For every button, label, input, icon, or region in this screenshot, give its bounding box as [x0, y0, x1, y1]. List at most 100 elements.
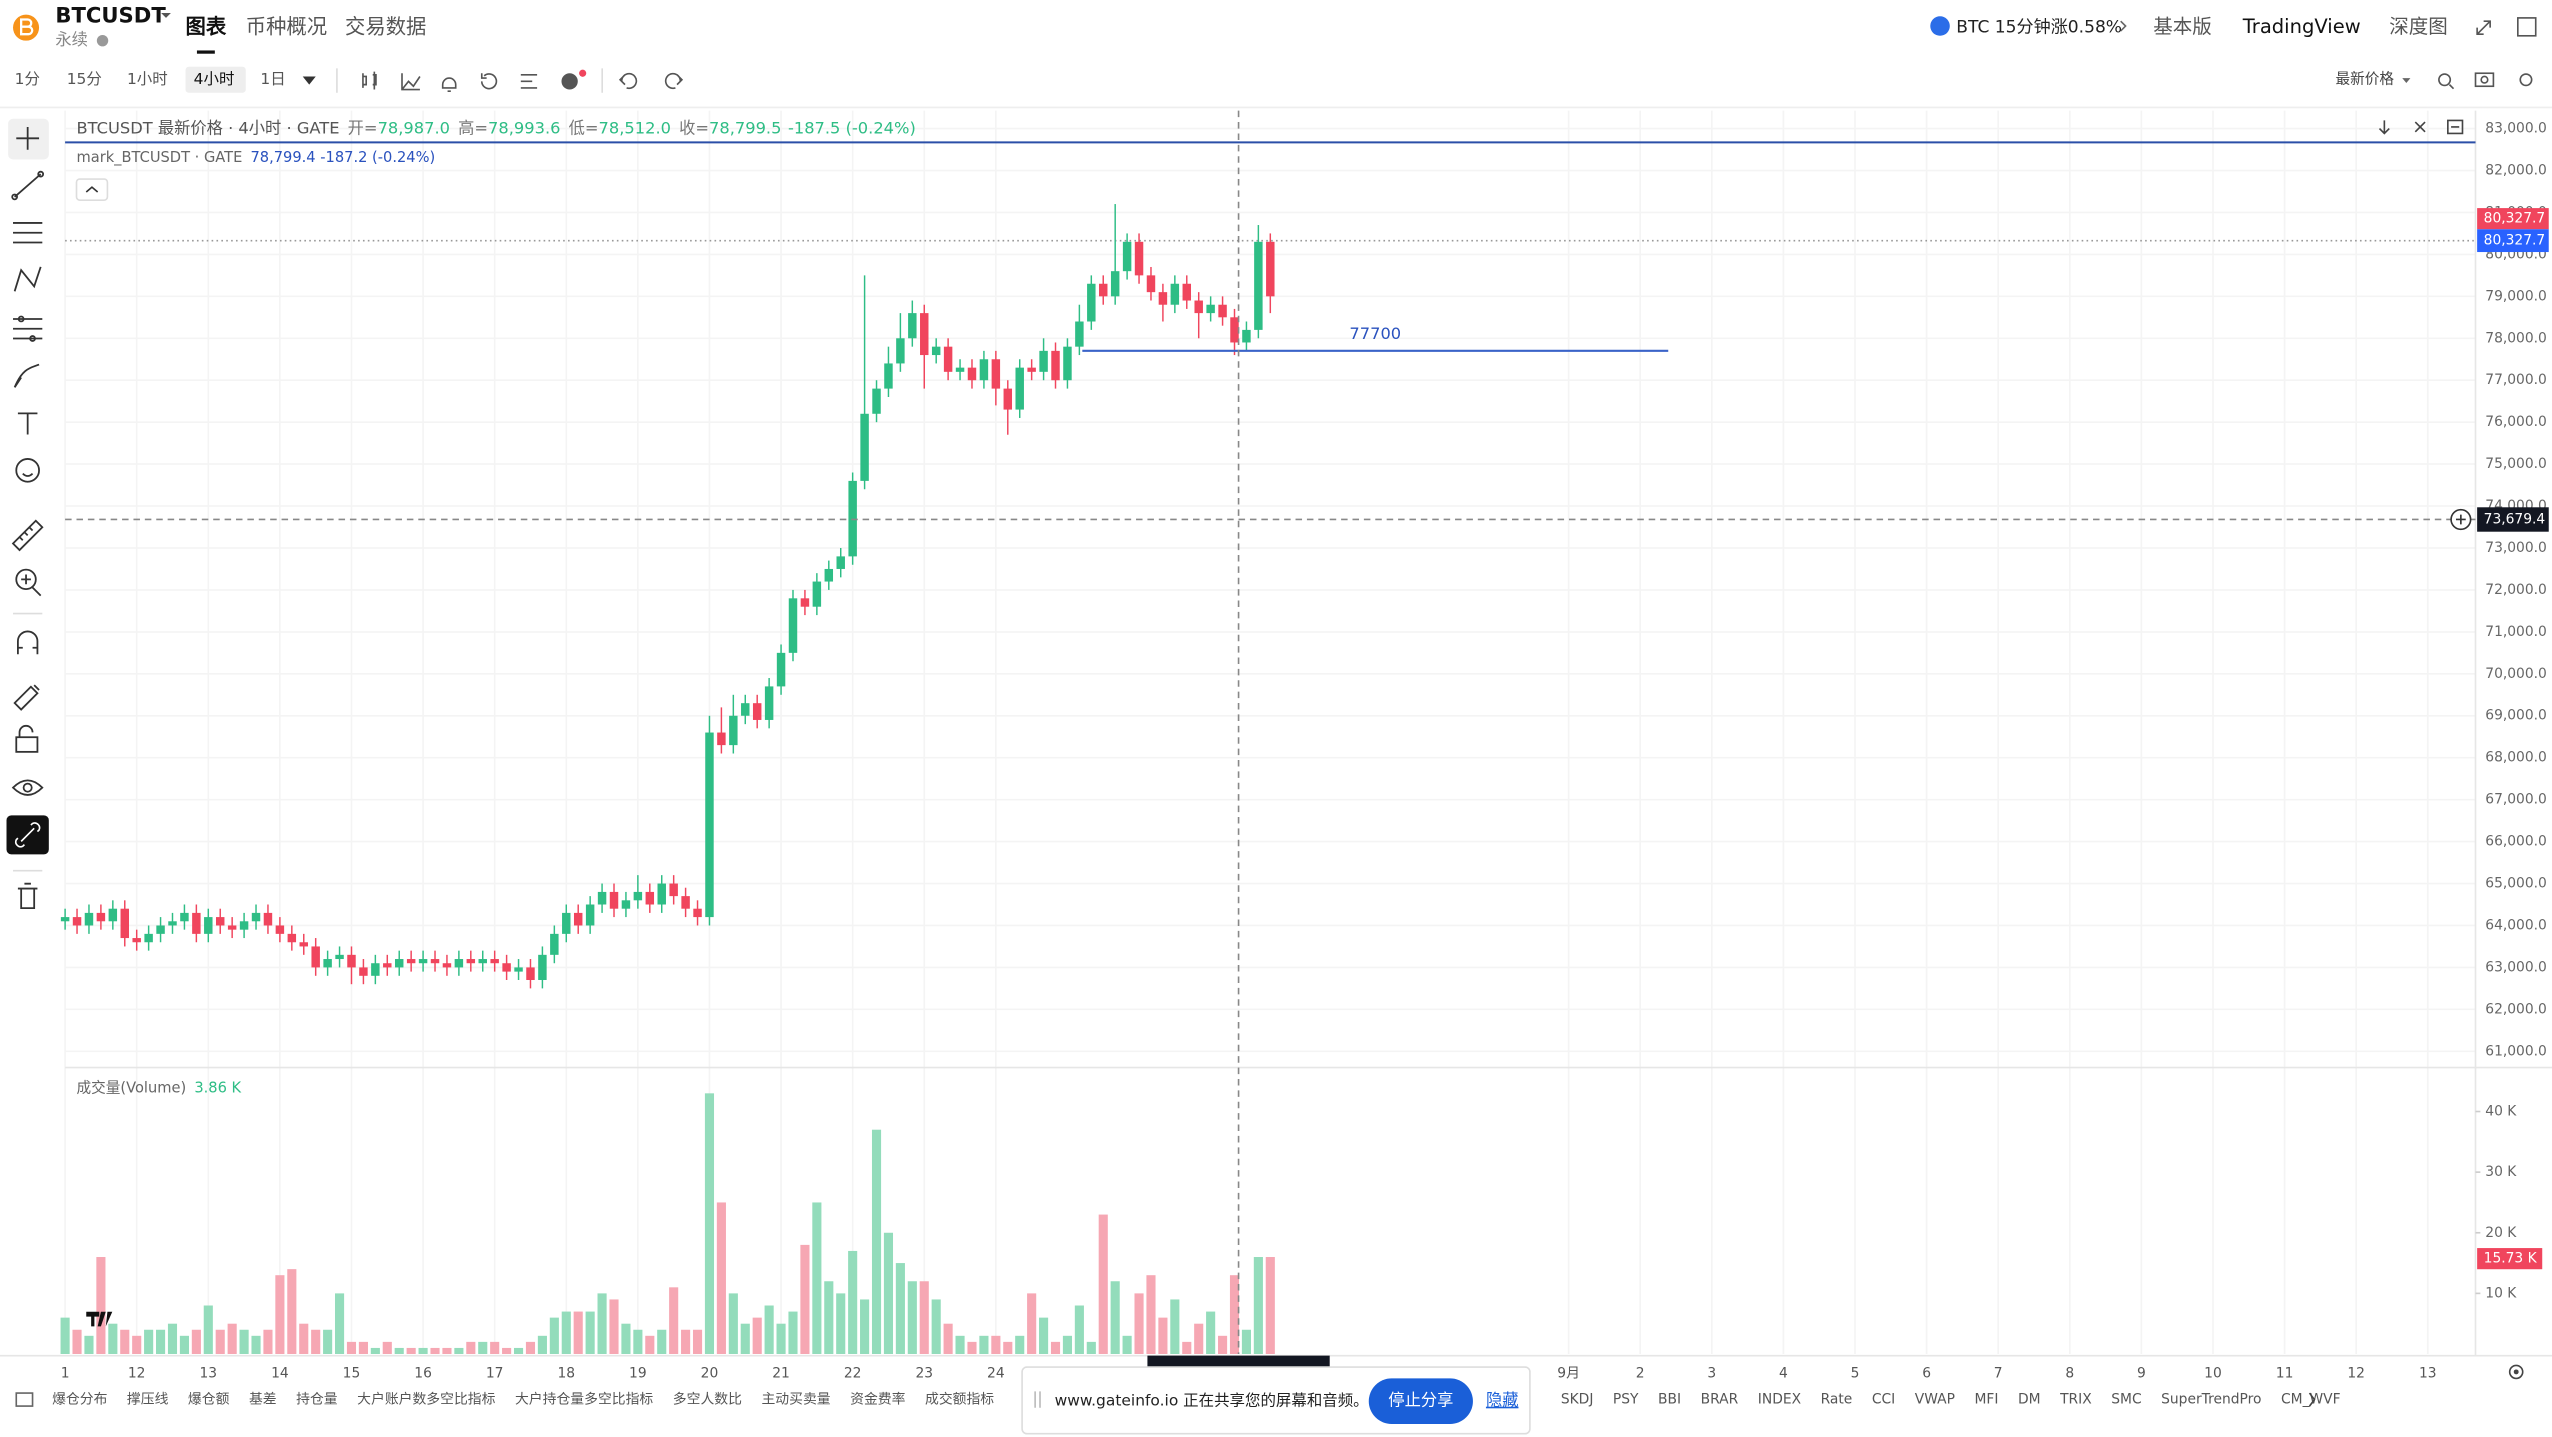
indicator-tab[interactable]: CM_WVF — [2281, 1392, 2341, 1408]
candle-body — [669, 883, 678, 897]
ohlc-value: 78,799.5 — [709, 118, 781, 137]
indicator-scroll[interactable] — [2308, 1392, 2316, 1407]
indicator-tab[interactable]: INDEX — [1758, 1392, 1802, 1408]
candle-body — [132, 938, 141, 943]
candle-body — [788, 598, 798, 653]
indicator-tab[interactable]: 爆仓分布 — [52, 1392, 107, 1408]
window-icon[interactable] — [2517, 17, 2537, 37]
volume-bar — [84, 1335, 94, 1355]
candle-body — [383, 963, 392, 968]
volume-bar — [323, 1329, 333, 1355]
indicator-tab[interactable]: TRIX — [2059, 1392, 2092, 1408]
volume-bar — [1194, 1323, 1204, 1355]
indicator-tab[interactable]: 成交额指标 — [925, 1391, 994, 1408]
settings-icon-core — [2513, 1369, 2519, 1375]
indicator-tab[interactable]: PSY — [1613, 1392, 1639, 1408]
indicator-icon[interactable] — [15, 1392, 34, 1407]
indicator-tab[interactable]: BBI — [1658, 1392, 1681, 1408]
y-tick-label: 69,000.0 — [2485, 708, 2547, 724]
symbol-caret[interactable] — [161, 13, 171, 18]
volume-bar — [478, 1341, 488, 1355]
indicator-tab[interactable]: SuperTrendPro — [2161, 1392, 2261, 1408]
ticker-chevron[interactable] — [2120, 20, 2127, 32]
indicator-tab[interactable]: 持仓量 — [296, 1392, 338, 1408]
chart-control[interactable] — [2378, 120, 2390, 135]
indicator-tab[interactable]: 多空人数比 — [673, 1391, 742, 1408]
stop-share-button[interactable] — [1368, 1378, 1473, 1424]
volume-bar — [370, 1347, 380, 1355]
indicator-tab[interactable]: 大户持仓量多空比指标 — [515, 1391, 653, 1408]
candle-body — [1063, 346, 1072, 381]
candle-body — [538, 954, 547, 981]
candle-body — [180, 912, 189, 922]
link-icon — [15, 822, 41, 848]
candle-body — [490, 959, 499, 964]
indicator-tab[interactable]: DM — [2018, 1392, 2041, 1408]
indicator-tab[interactable]: MFI — [1974, 1392, 1998, 1408]
x-tick-label: 12 — [2347, 1366, 2365, 1382]
collapse-button[interactable] — [75, 178, 109, 201]
x-tick-label: 13 — [199, 1366, 217, 1382]
tab-underline — [196, 50, 215, 54]
tab[interactable]: 币种概况 — [246, 15, 327, 39]
volume-bar — [728, 1293, 738, 1355]
price-source[interactable]: 最新价格 — [2336, 71, 2395, 88]
price-source-caret[interactable] — [2402, 78, 2411, 83]
x-tick-label: 10 — [2204, 1366, 2222, 1382]
volume-bar — [681, 1329, 691, 1355]
view-mode[interactable]: 深度图 — [2389, 15, 2448, 38]
interval[interactable]: 1分 — [15, 70, 40, 88]
ohlc-label: 高= — [458, 118, 488, 137]
interval[interactable]: 1日 — [260, 70, 285, 88]
interval[interactable]: 15分 — [67, 70, 102, 88]
volume-bar — [1110, 1281, 1120, 1355]
volume-bar — [967, 1341, 977, 1355]
symbol[interactable]: BTCUSDT — [55, 2, 166, 27]
settings-icon[interactable] — [2508, 1364, 2524, 1380]
volume-bar — [394, 1347, 404, 1355]
ticker[interactable]: BTC 15分钟涨0.58% — [1956, 18, 2122, 38]
y-tick-label: 65,000.0 — [2485, 876, 2547, 892]
candle-body — [705, 732, 714, 918]
volume-bar — [179, 1335, 189, 1355]
volume-bar — [1241, 1329, 1251, 1355]
interval[interactable]: 4小时 — [194, 70, 235, 88]
indicator-tab[interactable]: 撑压线 — [127, 1392, 169, 1408]
interval-dropdown[interactable] — [302, 76, 316, 85]
volume-bar — [764, 1305, 774, 1355]
ohlc-value: 78,987.0 — [378, 118, 450, 137]
x-tick-label: 9 — [2137, 1366, 2146, 1382]
interval[interactable]: 1小时 — [127, 70, 168, 88]
fullscreen-icon[interactable] — [2476, 20, 2491, 35]
indicator-tab[interactable]: SMC — [2111, 1392, 2141, 1408]
chart-control[interactable] — [2447, 119, 2464, 135]
candle-body — [609, 891, 619, 909]
tab[interactable]: 交易数据 — [345, 15, 426, 39]
toolbar-icons[interactable] — [362, 71, 2533, 92]
indicator-tab[interactable]: Rate — [1821, 1392, 1853, 1408]
candle-body — [824, 568, 834, 582]
info-icon[interactable] — [96, 34, 109, 47]
indicator-tab[interactable]: CCI — [1872, 1392, 1895, 1408]
chart-control[interactable] — [2414, 121, 2426, 133]
candle-body — [621, 900, 631, 909]
volume-bar — [299, 1323, 309, 1355]
drawing-tools[interactable] — [11, 126, 45, 909]
view-mode[interactable]: TradingView — [2242, 15, 2361, 38]
y-tick-label: 70,000.0 — [2485, 666, 2547, 682]
hide-share-link[interactable]: 隐藏 — [1486, 1391, 1519, 1410]
indicator-tab[interactable]: 资金费率 — [850, 1391, 905, 1408]
view-mode[interactable]: 基本版 — [2153, 15, 2212, 38]
indicator-tab[interactable]: 主动买卖量 — [761, 1392, 830, 1408]
tab[interactable]: 图表 — [186, 15, 227, 39]
indicator-tab[interactable]: VWAP — [1915, 1392, 1955, 1408]
indicator-tab[interactable]: 基差 — [249, 1391, 277, 1408]
indicator-tab[interactable]: BRAR — [1701, 1392, 1739, 1408]
stop-share-label[interactable]: 停止分享 — [1388, 1391, 1453, 1410]
indicator-tab[interactable]: SKDJ — [1561, 1392, 1594, 1408]
indicator-tab[interactable]: 爆仓额 — [188, 1392, 230, 1408]
mark-legend-value: 78,799.4 -187.2 (-0.24%) — [250, 149, 435, 166]
alert-dot — [579, 69, 587, 77]
indicator-tab[interactable]: 大户账户数多空比指标 — [357, 1391, 495, 1408]
y-tick-label: 71,000.0 — [2485, 624, 2547, 640]
